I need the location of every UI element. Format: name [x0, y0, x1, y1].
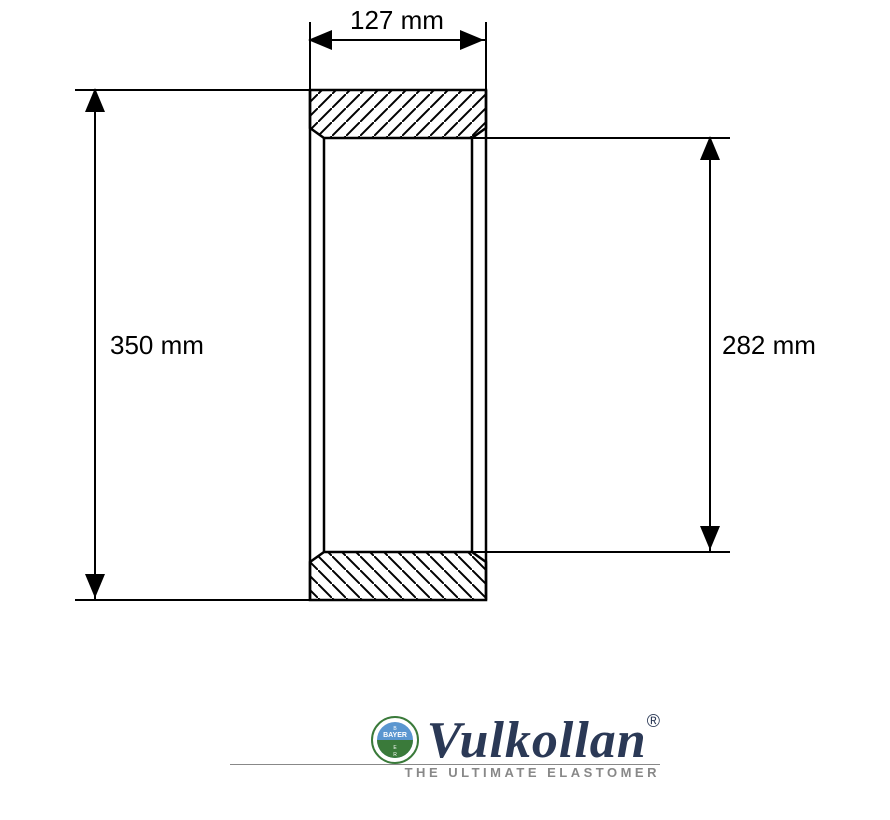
brand-logo: BAYER B E R Vulkollan® THE ULTIMATE ELAS… — [0, 690, 890, 800]
badge-text-h: BAYER — [383, 732, 407, 739]
wheel-cross-section — [310, 90, 486, 600]
technical-drawing: 127 mm 350 mm 282 mm — [10, 10, 880, 680]
registered-mark: ® — [647, 711, 660, 731]
width-label: 127 mm — [350, 5, 444, 36]
brand-name: Vulkollan — [427, 712, 647, 769]
tagline: THE ULTIMATE ELASTOMER — [405, 765, 660, 780]
inner-diameter-label: 282 mm — [722, 330, 816, 361]
dimension-inner-diameter — [472, 138, 730, 552]
outer-diameter-label: 350 mm — [110, 330, 204, 361]
svg-text:R: R — [393, 752, 397, 758]
bayer-badge-icon: BAYER B E R — [371, 716, 419, 764]
